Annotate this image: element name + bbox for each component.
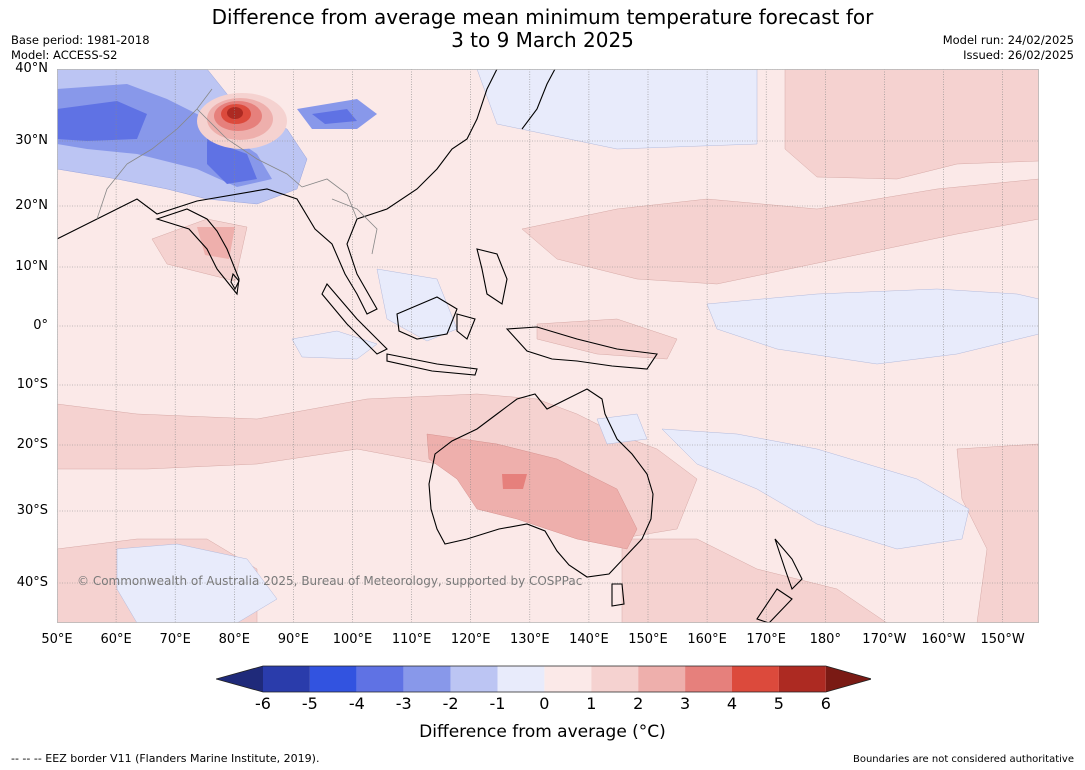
lat-label: 30°S	[16, 503, 48, 518]
lon-label: 160°E	[687, 632, 727, 647]
lat-label: 20°N	[15, 198, 48, 213]
lon-label: 160°W	[921, 632, 966, 647]
eez-note: -- -- -- EEZ border V11 (Flanders Marine…	[11, 752, 320, 765]
colorbar-cell	[263, 666, 310, 692]
lon-label: 70°E	[159, 632, 191, 647]
anomaly-minus-1-to-0-regions	[116, 69, 1039, 623]
colorbar-cell	[356, 666, 404, 692]
country-borders	[96, 88, 378, 255]
lon-label: 150°W	[980, 632, 1025, 647]
graticule	[57, 69, 1039, 623]
lat-label: 10°N	[15, 259, 48, 274]
lon-label: 170°E	[746, 632, 786, 647]
colorbar-cell	[544, 666, 592, 692]
colorbar-extend-low	[216, 666, 263, 692]
temperature-anomaly-map	[57, 69, 1039, 623]
lon-label: 110°E	[391, 632, 432, 647]
coastlines	[57, 69, 803, 623]
lon-label: 120°E	[450, 632, 491, 647]
lon-label: 60°E	[100, 632, 132, 647]
colorbar-cell	[685, 666, 732, 692]
colorbar-tick-label: 1	[586, 694, 597, 713]
tibet-warm-anomaly	[197, 93, 287, 149]
anomaly-2-to-3-australia	[426, 433, 638, 550]
colorbar-outline	[216, 665, 871, 693]
colorbar-extend-high	[825, 666, 871, 692]
colorbar-cell	[732, 666, 779, 692]
colorbar-cell	[450, 666, 498, 692]
lat-label: 40°S	[16, 575, 48, 590]
colorbar-cell	[778, 666, 826, 692]
colorbar-tick-label: 3	[680, 694, 691, 713]
colorbar-cell	[309, 666, 357, 692]
lon-label: 140°E	[569, 632, 609, 647]
copyright-notice: © Commonwealth of Australia 2025, Bureau…	[77, 574, 583, 588]
lon-label: 130°E	[510, 632, 550, 647]
boundaries-disclaimer: Boundaries are not considered authoritat…	[852, 754, 1074, 765]
colorbar	[216, 665, 871, 693]
colorbar-tick-label: -2	[442, 694, 459, 713]
lat-label: 20°S	[16, 437, 48, 452]
colorbar-tick-label: -6	[255, 694, 271, 713]
anomaly-3-to-4-australia	[502, 474, 527, 489]
lon-label: 50°E	[41, 632, 73, 647]
colorbar-cell	[591, 666, 639, 692]
title-line-2: 3 to 9 March 2025	[451, 28, 634, 52]
colorbar-tick-label: 5	[773, 694, 784, 713]
lon-label: 100°E	[332, 632, 373, 647]
lat-label: 0°	[33, 318, 48, 333]
colorbar-tick-label: -3	[395, 694, 412, 713]
issued-date: Issued: 26/02/2025	[963, 48, 1074, 62]
lon-label: 180°	[809, 632, 841, 647]
colorbar-cell	[403, 666, 451, 692]
asia-cold-anomaly	[57, 69, 377, 205]
model-name: Model: ACCESS-S2	[11, 48, 118, 62]
colorbar-tick-label: 6	[820, 694, 831, 713]
lon-label: 90°E	[277, 632, 310, 647]
colorbar-tick-label: 2	[633, 694, 644, 713]
colorbar-tick-label: 4	[726, 694, 738, 713]
base-period: Base period: 1981-2018	[11, 33, 150, 47]
colorbar-label: Difference from average (°C)	[419, 722, 666, 742]
lat-label: 10°S	[16, 377, 48, 392]
colorbar-tick-label: 0	[539, 694, 550, 713]
lon-label: 170°W	[862, 632, 907, 647]
lon-label: 150°E	[628, 632, 668, 647]
map-frame	[57, 69, 1039, 623]
lat-label: 40°N	[15, 61, 48, 76]
colorbar-tick-label: -5	[301, 694, 318, 713]
lat-label: 30°N	[15, 133, 48, 148]
colorbar-tick-label: -4	[348, 694, 365, 713]
model-run: Model run: 24/02/2025	[942, 33, 1074, 47]
colorbar-cell	[497, 666, 545, 692]
title-line-1: Difference from average mean minimum tem…	[211, 5, 874, 29]
colorbar-cell	[638, 666, 686, 692]
anomaly-2-to-3-india	[197, 227, 235, 259]
colorbar-tick-label: -1	[489, 694, 506, 713]
lon-label: 80°E	[218, 632, 250, 647]
